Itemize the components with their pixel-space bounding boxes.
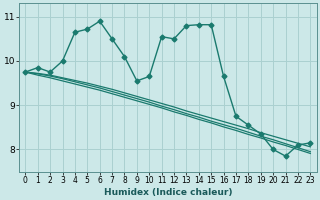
X-axis label: Humidex (Indice chaleur): Humidex (Indice chaleur) (104, 188, 232, 197)
